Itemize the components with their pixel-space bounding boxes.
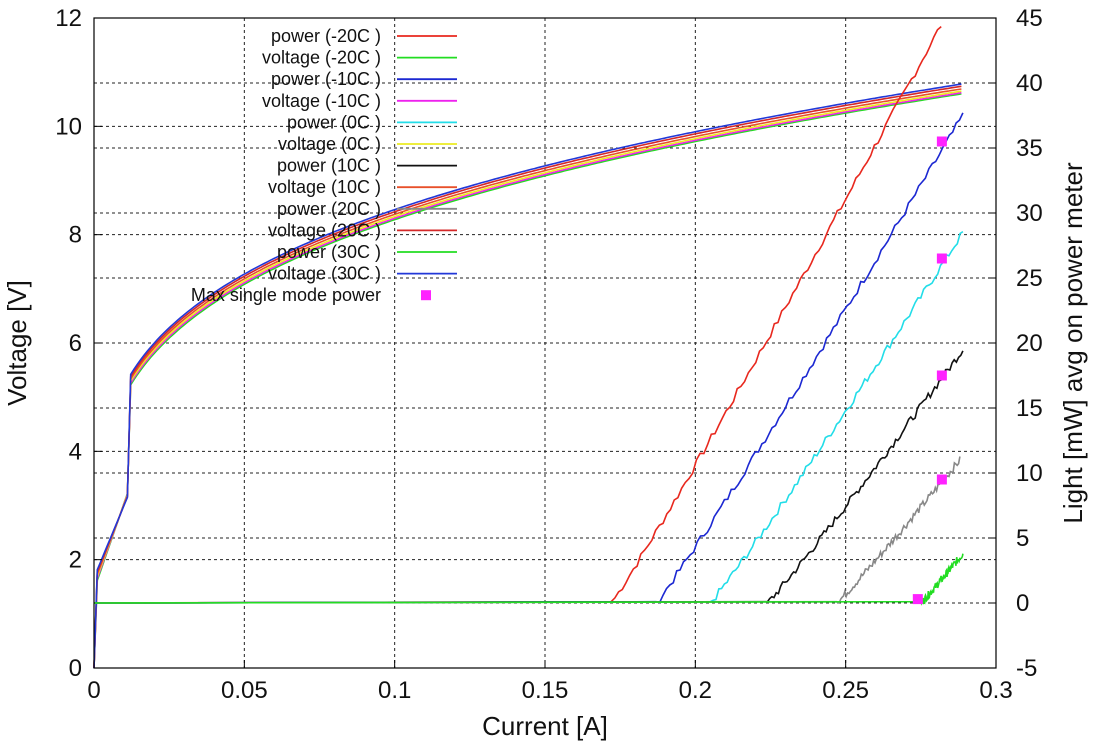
series-line	[93, 83, 962, 669]
marker-point	[936, 253, 947, 264]
y2-tick-label: -5	[1016, 655, 1037, 682]
y-tick-label: 2	[69, 547, 82, 574]
y-axis-label: Voltage [V]	[2, 280, 32, 406]
y2-axis-label: Light [mW] avg on power meter	[1058, 162, 1088, 524]
y2-tick-label: 30	[1016, 200, 1043, 227]
y-tick-label: 12	[55, 5, 82, 32]
x-tick-label: 0.05	[221, 677, 268, 704]
y2-tick-label: 45	[1016, 5, 1043, 32]
plot-area	[93, 25, 964, 669]
legend-label: voltage (0C )	[278, 134, 381, 154]
legend-label: power (0C )	[287, 112, 381, 132]
y2-tick-label: 10	[1016, 460, 1043, 487]
y2-tick-label: 0	[1016, 590, 1029, 617]
legend: power (-20C )voltage (-20C )power (-10C …	[191, 26, 457, 305]
y2-tick-label: 5	[1016, 525, 1029, 552]
x-tick-label: 0.25	[822, 677, 869, 704]
legend-label: voltage (-20C )	[262, 48, 381, 68]
series-line	[93, 90, 962, 669]
legend-label: Max single mode power	[191, 285, 381, 305]
x-axis-label: Current [A]	[482, 711, 608, 741]
legend-label: voltage (30C )	[268, 264, 381, 284]
series-line	[93, 350, 964, 604]
legend-label: voltage (20C )	[268, 220, 381, 240]
grid	[94, 18, 996, 668]
y-tick-label: 10	[55, 113, 82, 140]
y-tick-label: 0	[69, 655, 82, 682]
y2-tick-label: 25	[1016, 265, 1043, 292]
y2-tick-label: 20	[1016, 330, 1043, 357]
x-tick-label: 0.3	[979, 677, 1012, 704]
series-line	[93, 88, 962, 669]
marker-point	[936, 136, 947, 147]
legend-label: power (30C )	[277, 242, 381, 262]
series-line	[93, 456, 961, 604]
legend-label: power (20C )	[277, 199, 381, 219]
y-tick-label: 8	[69, 222, 82, 249]
series-line	[93, 91, 962, 669]
y2-tick-label: 40	[1016, 70, 1043, 97]
series-line	[93, 25, 942, 604]
y2-tick-label: 15	[1016, 395, 1043, 422]
marker-point	[936, 370, 947, 381]
axes: 0 0.05 0.1 0.15 0.2 0.25 0.3 0 2 4 6 8 10 12 -5 0 5 10 15 2…	[55, 5, 1042, 704]
x-tick-label: 0.2	[679, 677, 712, 704]
legend-label: power (-10C )	[271, 69, 381, 89]
marker-point	[912, 594, 923, 605]
legend-marker	[421, 290, 431, 301]
x-tick-label: 0.15	[522, 677, 569, 704]
plot-frame	[93, 17, 997, 669]
x-tick-label: 0.1	[378, 677, 411, 704]
series-line	[93, 112, 964, 604]
legend-label: voltage (-10C )	[262, 91, 381, 111]
series-line	[93, 230, 964, 604]
series-line	[93, 85, 962, 669]
y-tick-label: 4	[69, 438, 82, 465]
legend-label: power (10C )	[277, 156, 381, 176]
marker-point	[936, 474, 947, 485]
y-tick-label: 6	[69, 330, 82, 357]
legend-label: power (-20C )	[271, 26, 381, 46]
series-line	[93, 93, 962, 669]
series-line	[93, 553, 964, 606]
x-tick-label: 0	[87, 677, 100, 704]
y2-tick-label: 35	[1016, 135, 1043, 162]
legend-label: voltage (10C )	[268, 177, 381, 197]
